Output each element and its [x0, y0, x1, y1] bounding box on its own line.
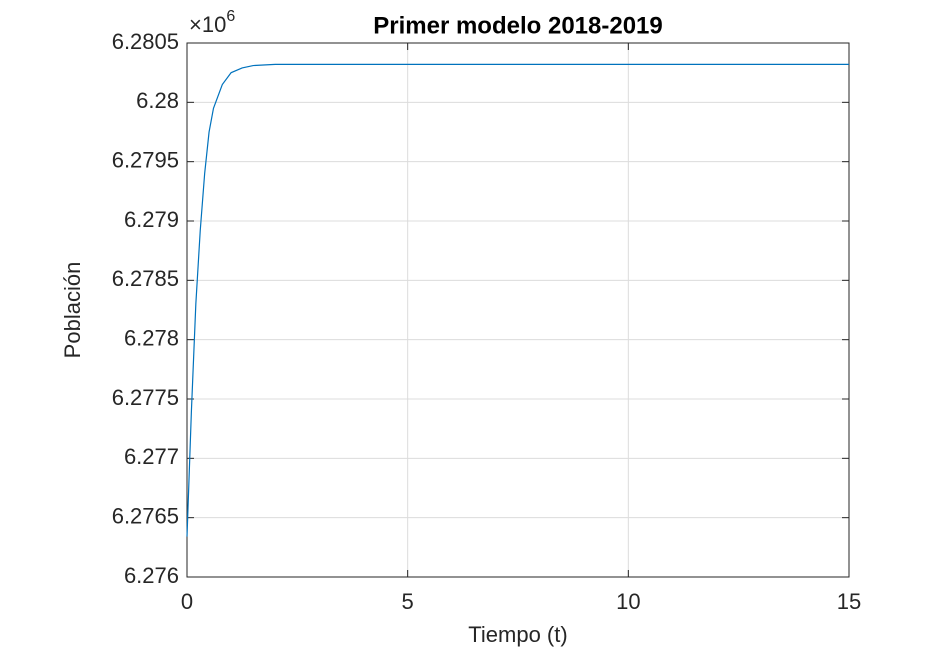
y-tick-label: 6.278: [124, 325, 179, 350]
x-tick-label: 15: [837, 589, 861, 614]
multiplier-base: ×10: [189, 12, 226, 37]
x-tick-label: 0: [181, 589, 193, 614]
axes-box: [186, 42, 850, 578]
data-line: [186, 63, 849, 537]
y-tick-label: 6.2775: [112, 385, 179, 410]
y-tick-label: 6.2785: [112, 266, 179, 291]
x-axis-label: Tiempo (t): [468, 622, 567, 647]
y-multiplier: ×106: [189, 8, 235, 37]
x-tick-label: 10: [616, 589, 640, 614]
y-tick-label: 6.2795: [112, 147, 179, 172]
y-axis-label: Población: [60, 262, 85, 359]
plot-area: [187, 43, 849, 577]
chart-title: Primer modelo 2018-2019: [373, 12, 663, 39]
y-tick-label: 6.277: [124, 444, 179, 469]
x-tick-label: 5: [402, 589, 414, 614]
y-tick-label: 6.276: [124, 563, 179, 588]
y-tick-label: 6.2805: [112, 29, 179, 54]
y-tick-label: 6.2765: [112, 503, 179, 528]
y-tick-label: 6.279: [124, 207, 179, 232]
multiplier-power: 6: [226, 8, 235, 25]
y-tick-label: 6.28: [136, 88, 179, 113]
